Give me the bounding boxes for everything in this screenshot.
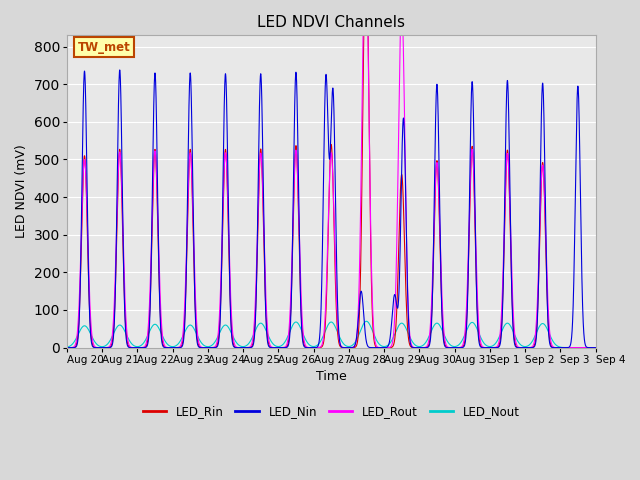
LED_Nin [116, 67, 124, 73]
LED_Rout [261, 258, 269, 264]
LED_Rin [590, 345, 598, 350]
Line: LED_Rin: LED_Rin [67, 9, 595, 348]
LED_Nout [176, 339, 184, 345]
LED_Nout [170, 344, 178, 349]
LED_Nout [591, 345, 599, 350]
LED_Nout [261, 325, 269, 331]
LED_Rout [479, 344, 487, 350]
LED_Nin [63, 345, 70, 350]
LED_Rout [170, 345, 178, 350]
Legend: LED_Rin, LED_Nin, LED_Rout, LED_Nout: LED_Rin, LED_Nin, LED_Rout, LED_Nout [138, 400, 524, 423]
LED_Nin [176, 345, 184, 350]
LED_Rout [63, 345, 70, 350]
LED_Rout [591, 345, 599, 350]
Text: TW_met: TW_met [77, 41, 130, 54]
LED_Nout [362, 318, 370, 324]
LED_Nin [590, 345, 598, 350]
Line: LED_Nout: LED_Nout [67, 321, 595, 348]
X-axis label: Time: Time [316, 370, 347, 383]
LED_Rin [591, 345, 599, 350]
LED_Nin [404, 303, 412, 309]
Title: LED NDVI Channels: LED NDVI Channels [257, 15, 405, 30]
Y-axis label: LED NDVI (mV): LED NDVI (mV) [15, 144, 28, 239]
Line: LED_Nin: LED_Nin [67, 70, 595, 348]
LED_Nout [479, 339, 487, 345]
LED_Rin [360, 6, 368, 12]
LED_Nin [171, 345, 179, 350]
LED_Rin [176, 345, 184, 350]
LED_Nout [590, 345, 598, 350]
LED_Rout [590, 345, 598, 350]
LED_Nin [591, 345, 599, 350]
LED_Rout [360, 6, 367, 12]
LED_Rin [404, 331, 412, 336]
LED_Rin [479, 345, 487, 350]
LED_Rin [170, 345, 178, 350]
LED_Rin [63, 345, 70, 350]
LED_Rout [176, 344, 184, 349]
LED_Nout [63, 344, 70, 350]
LED_Nout [404, 330, 412, 336]
LED_Nin [261, 276, 269, 282]
Line: LED_Rout: LED_Rout [67, 9, 595, 348]
LED_Rout [404, 298, 412, 303]
LED_Nin [479, 345, 487, 350]
LED_Rin [261, 274, 269, 279]
